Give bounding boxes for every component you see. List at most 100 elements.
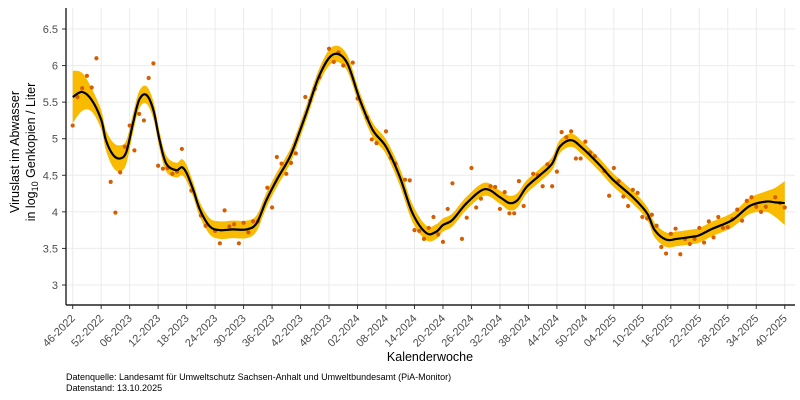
y-tick-label: 3	[52, 280, 58, 292]
data-point	[763, 204, 768, 209]
y-tick-label: 4.5	[43, 170, 58, 182]
data-point	[531, 171, 536, 176]
x-tick-labels: 46-202252-202206-202312-202318-202324-20…	[41, 313, 790, 350]
data-point	[692, 236, 697, 242]
data-point	[521, 203, 526, 209]
data-point	[488, 184, 493, 189]
data-point	[113, 210, 118, 215]
data-point	[407, 178, 412, 183]
caption-date: Datenstand: 13.10.2025	[66, 383, 162, 393]
data-point	[75, 94, 80, 100]
data-point	[739, 218, 745, 223]
data-point	[440, 239, 446, 244]
data-point	[701, 240, 707, 245]
data-point	[203, 223, 208, 228]
ylabel-suffix: Genkopien / Liter	[24, 83, 38, 182]
y-axis-title-line1: Viruslast im Abwasser	[8, 91, 22, 213]
data-point	[250, 219, 256, 224]
data-point	[383, 129, 389, 134]
y-tick-labels: 3 3.5 4 4.5 5 5.5 6 6.5	[43, 24, 58, 292]
data-point	[540, 184, 545, 189]
data-point	[141, 118, 147, 123]
data-point	[421, 236, 427, 242]
data-point	[236, 241, 241, 246]
data-point	[445, 206, 450, 212]
data-point	[412, 228, 417, 233]
data-point	[697, 225, 702, 231]
data-point	[464, 215, 469, 220]
data-point	[550, 184, 555, 189]
caption-source: Datenquelle: Landesamt für Umweltschutz …	[66, 372, 451, 382]
data-point	[222, 208, 227, 213]
data-point	[402, 177, 408, 182]
data-point	[735, 207, 740, 212]
data-point	[654, 223, 659, 228]
data-point	[293, 151, 298, 156]
data-point	[592, 154, 597, 159]
data-point	[554, 169, 559, 174]
data-point	[231, 222, 237, 227]
data-point	[122, 144, 128, 149]
axes	[62, 8, 795, 309]
y-tick-label: 6.5	[43, 24, 58, 36]
data-point	[127, 123, 132, 128]
data-point	[303, 94, 308, 100]
data-point	[269, 205, 275, 210]
data-point	[659, 244, 664, 250]
data-point	[108, 179, 113, 184]
data-point	[616, 179, 621, 184]
data-point	[749, 195, 754, 200]
data-point	[89, 85, 94, 90]
data-point	[436, 232, 441, 237]
data-point	[583, 139, 588, 144]
data-point	[70, 123, 75, 128]
data-point	[773, 195, 778, 200]
data-point	[118, 170, 123, 175]
data-point	[678, 252, 683, 257]
data-point	[573, 156, 578, 161]
y-tick-label: 6	[52, 61, 58, 73]
data-point	[350, 60, 355, 65]
data-point	[621, 194, 626, 199]
data-point	[478, 196, 484, 201]
data-point	[687, 241, 692, 247]
data-point	[673, 226, 678, 231]
data-point	[720, 225, 726, 231]
data-point	[227, 224, 232, 229]
data-point	[668, 231, 673, 236]
data-point	[284, 171, 289, 176]
data-point	[146, 75, 151, 81]
data-point	[374, 140, 379, 146]
data-point	[156, 163, 161, 168]
data-point	[417, 228, 422, 233]
data-point	[459, 236, 465, 242]
y-tick-label: 3.5	[43, 243, 58, 255]
y-tick-label: 4	[52, 207, 58, 219]
x-axis-title: Kalenderwoche	[387, 350, 473, 364]
data-point	[607, 193, 612, 198]
data-point	[578, 156, 583, 161]
data-point	[170, 171, 175, 176]
data-point	[265, 185, 270, 190]
data-point	[450, 181, 455, 186]
data-point	[507, 211, 512, 216]
data-point	[331, 59, 336, 65]
data-point	[649, 212, 654, 217]
data-point	[326, 46, 332, 51]
data-point	[516, 179, 522, 184]
data-point	[625, 203, 631, 209]
data-point	[160, 166, 165, 171]
data-point	[431, 214, 436, 220]
data-point	[469, 165, 474, 171]
data-point	[288, 160, 294, 165]
data-point	[341, 63, 346, 68]
data-point	[132, 148, 137, 153]
data-point	[151, 61, 156, 66]
data-point	[545, 162, 550, 167]
data-point	[84, 73, 90, 78]
data-point	[246, 230, 251, 235]
y-tick-label: 5	[52, 134, 58, 146]
confidence-band	[72, 45, 785, 248]
data-point	[725, 225, 730, 230]
